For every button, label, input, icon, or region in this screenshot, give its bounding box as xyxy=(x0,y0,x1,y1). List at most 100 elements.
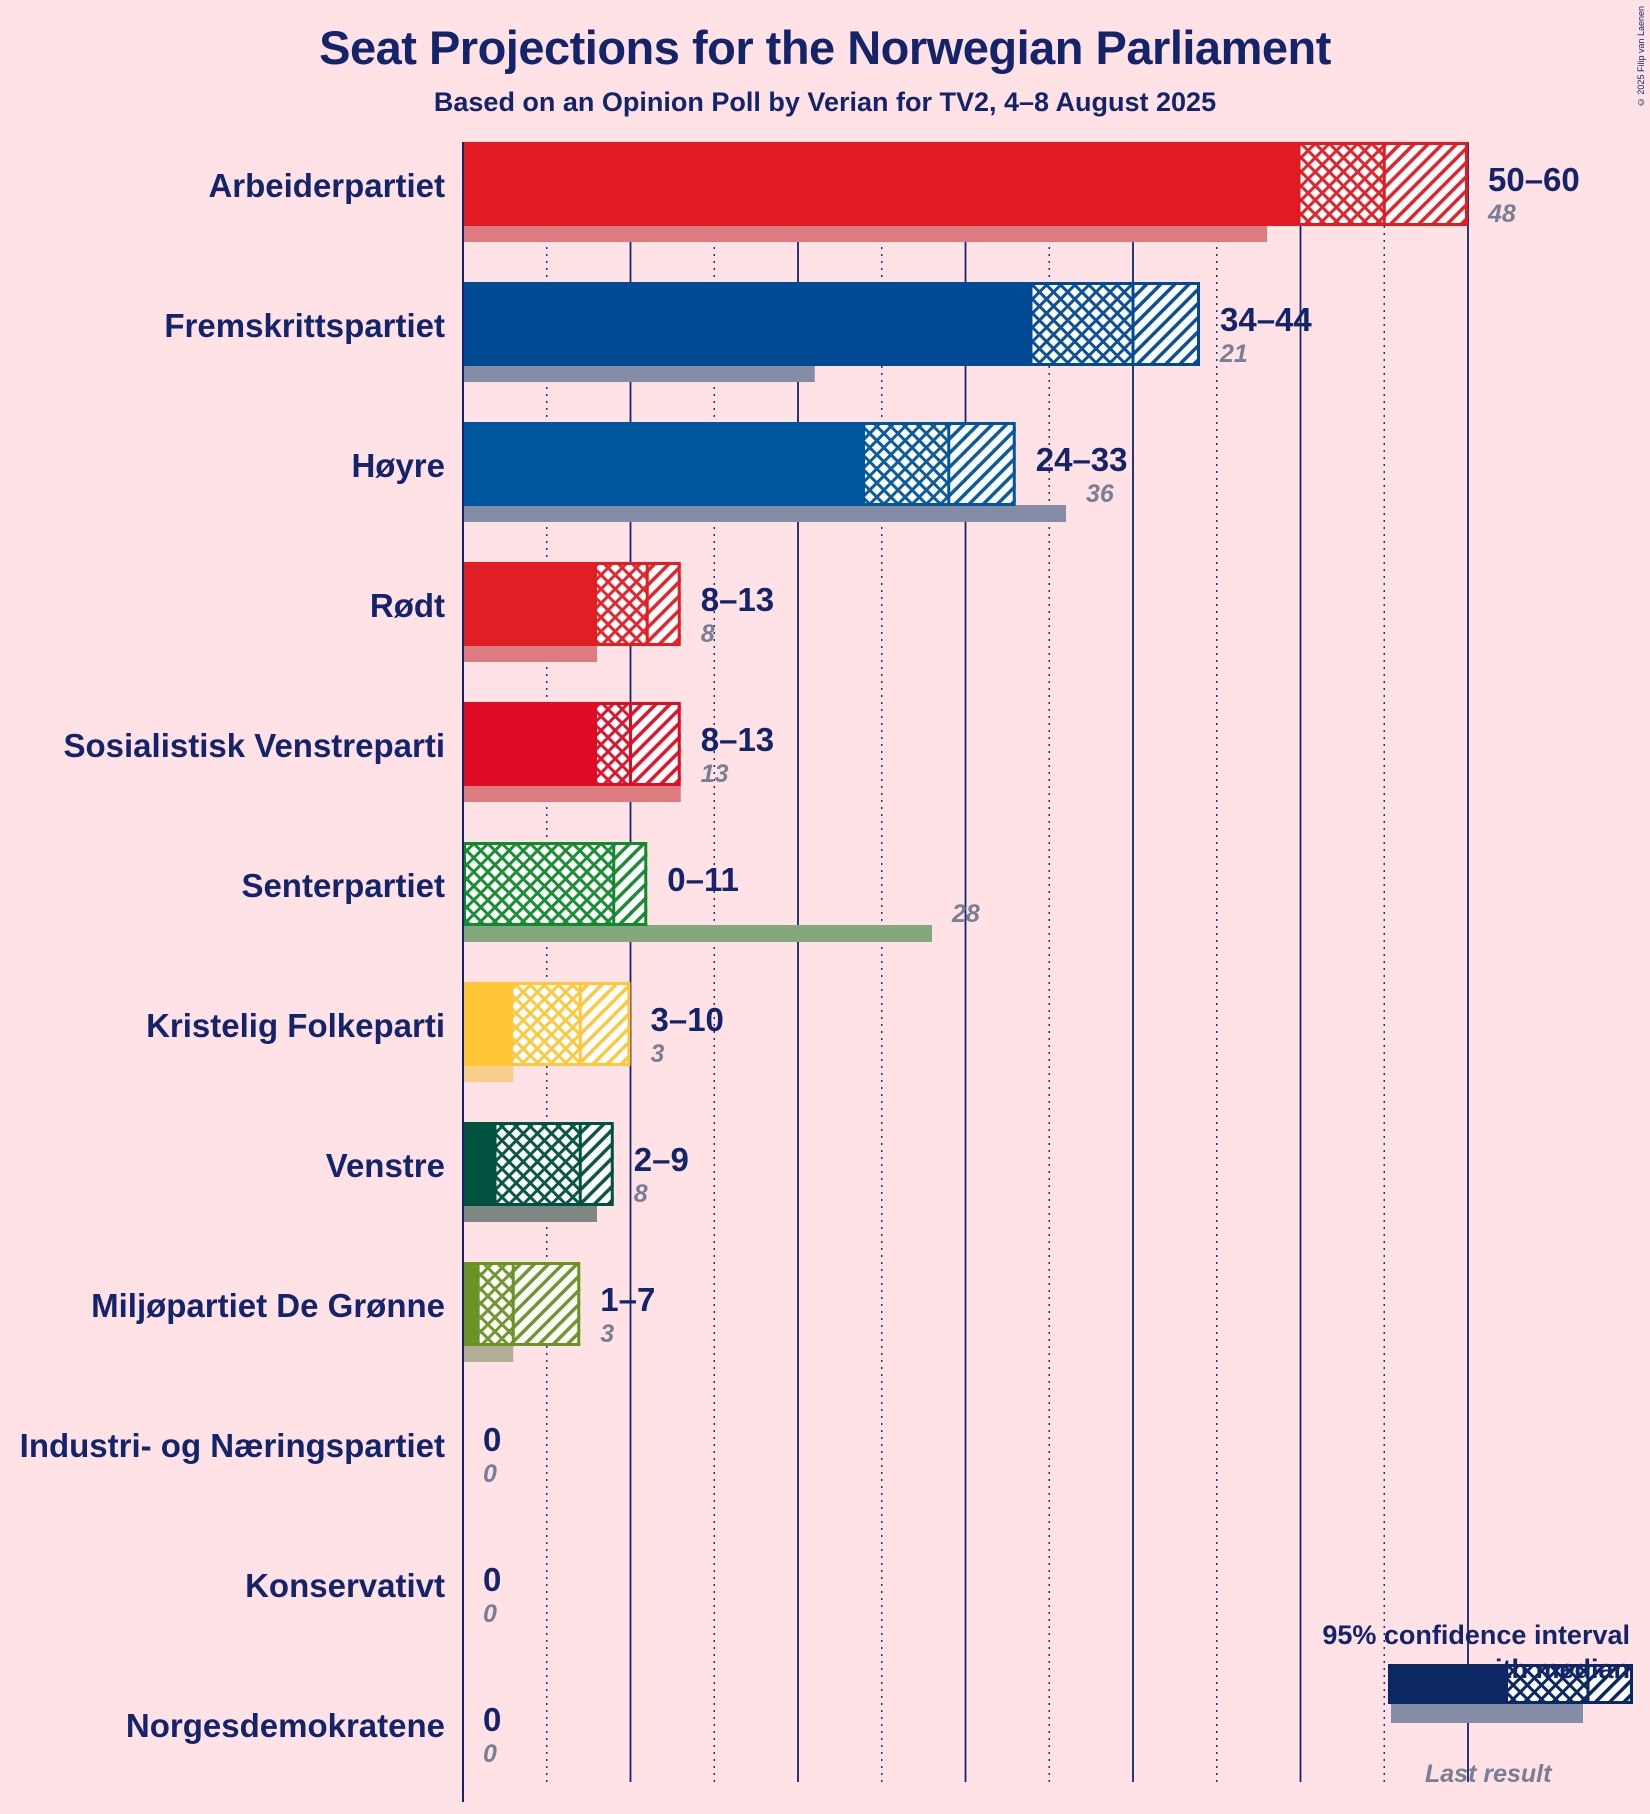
ci-lower-half-bar xyxy=(513,982,581,1066)
ci-solid-bar xyxy=(463,1262,480,1346)
chart-title: Seat Projections for the Norwegian Parli… xyxy=(319,21,1331,74)
ci-lower-half-bar xyxy=(496,1122,581,1206)
range-label-senterpartiet: 0–11 xyxy=(667,861,739,898)
ci-solid-bar xyxy=(463,982,514,1066)
ci-lower-half-bar xyxy=(597,702,631,786)
range-label-rodt: 8–13 xyxy=(701,581,774,618)
ci-outline xyxy=(463,702,681,786)
ci-solid-bar xyxy=(463,1122,497,1206)
last-result-label-rodt: 8 xyxy=(701,620,715,648)
ci-outline xyxy=(463,842,648,926)
ci-lower-half-bar xyxy=(463,842,614,926)
legend-title-line1: 95% confidence interval xyxy=(1322,1620,1630,1650)
range-label-arbeiderpartiet: 50–60 xyxy=(1488,161,1580,198)
ci-lower-half-bar xyxy=(1032,282,1133,366)
ci-lower-half-bar xyxy=(479,1262,514,1346)
party-label-sosialistisk-venstreparti: Sosialistisk Venstreparti xyxy=(63,727,445,764)
ci-lower-half-bar xyxy=(865,422,949,506)
ci-upper-half-bar xyxy=(630,702,681,786)
party-label-arbeiderpartiet: Arbeiderpartiet xyxy=(208,167,445,204)
last-result-bar xyxy=(463,645,597,662)
legend-last-result-bar xyxy=(1391,1704,1583,1723)
last-result-bar xyxy=(463,1065,514,1082)
party-label-senterpartiet: Senterpartiet xyxy=(241,867,445,904)
legend-outline xyxy=(1388,1664,1633,1704)
legend-last-result-label: Last result xyxy=(1425,1760,1552,1788)
legend-hatch-bar xyxy=(1588,1664,1633,1704)
ci-upper-half-bar xyxy=(948,422,1016,506)
last-result-label-arbeiderpartiet: 48 xyxy=(1487,200,1516,228)
range-label-hoyre: 24–33 xyxy=(1036,441,1128,478)
ci-outline xyxy=(463,1262,581,1346)
ci-outline xyxy=(463,282,1200,366)
last-result-label-norgesdemokratene: 0 xyxy=(483,1740,497,1768)
legend-example xyxy=(1388,1664,1633,1723)
last-result-bar xyxy=(463,925,932,942)
party-row-rodt xyxy=(463,562,681,662)
last-result-label-industri-og-naeringspartiet: 0 xyxy=(483,1460,497,1488)
range-label-miljopartiet-de-gronne: 1–7 xyxy=(600,1281,655,1318)
party-label-miljopartiet-de-gronne: Miljøpartiet De Grønne xyxy=(91,1287,445,1324)
last-result-bar xyxy=(463,1345,514,1362)
party-row-arbeiderpartiet xyxy=(463,142,1468,242)
last-result-label-fremskrittspartiet: 21 xyxy=(1219,340,1248,368)
ci-solid-bar xyxy=(463,702,597,786)
legend-title: 95% confidence interval with median xyxy=(1322,1618,1630,1686)
party-row-miljopartiet-de-gronne xyxy=(463,1262,581,1362)
ci-upper-half-bar xyxy=(1384,142,1468,226)
last-result-label-senterpartiet: 28 xyxy=(951,900,980,928)
range-label-kristelig-folkeparti: 3–10 xyxy=(651,1001,724,1038)
last-result-label-sosialistisk-venstreparti: 13 xyxy=(701,760,729,788)
last-result-bar xyxy=(463,1205,597,1222)
last-result-bar xyxy=(463,225,1267,242)
party-row-fremskrittspartiet xyxy=(463,282,1200,382)
ci-solid-bar xyxy=(463,422,865,506)
ci-outline xyxy=(463,982,631,1066)
party-label-rodt: Rødt xyxy=(370,587,445,624)
legend-solid-bar xyxy=(1388,1664,1508,1704)
ci-solid-bar xyxy=(463,562,597,646)
legend-title-line2: with median xyxy=(1473,1654,1630,1684)
range-label-konservativt: 0 xyxy=(483,1561,501,1598)
ci-upper-half-bar xyxy=(513,1262,581,1346)
ci-outline xyxy=(463,142,1468,226)
ci-upper-half-bar xyxy=(613,842,648,926)
last-result-label-kristelig-folkeparti: 3 xyxy=(651,1040,665,1068)
ci-upper-half-bar xyxy=(1133,282,1200,366)
ci-lower-half-bar xyxy=(1300,142,1385,226)
last-result-label-hoyre: 36 xyxy=(1086,480,1115,508)
range-label-industri-og-naeringspartiet: 0 xyxy=(483,1421,501,1458)
last-result-label-venstre: 8 xyxy=(634,1180,648,1208)
ci-outline xyxy=(463,422,1016,506)
party-label-industri-og-naeringspartiet: Industri- og Næringspartiet xyxy=(20,1427,445,1464)
ci-outline xyxy=(463,562,681,646)
ci-solid-bar xyxy=(463,142,1301,226)
range-label-fremskrittspartiet: 34–44 xyxy=(1220,301,1312,338)
last-result-bar xyxy=(463,365,815,382)
last-result-label-konservativt: 0 xyxy=(483,1600,497,1628)
party-row-sosialistisk-venstreparti xyxy=(463,702,681,802)
last-result-bar xyxy=(463,505,1066,522)
party-label-konservativt: Konservativt xyxy=(245,1567,445,1604)
party-label-fremskrittspartiet: Fremskrittspartiet xyxy=(164,307,445,344)
ci-upper-half-bar xyxy=(580,982,631,1066)
legend-cross-bar xyxy=(1508,1664,1588,1704)
range-label-venstre: 2–9 xyxy=(634,1141,689,1178)
party-label-venstre: Venstre xyxy=(326,1147,445,1184)
range-label-norgesdemokratene: 0 xyxy=(483,1701,501,1738)
party-row-senterpartiet xyxy=(463,842,932,942)
party-label-norgesdemokratene: Norgesdemokratene xyxy=(126,1707,445,1744)
ci-solid-bar xyxy=(463,282,1033,366)
range-label-sosialistisk-venstreparti: 8–13 xyxy=(701,721,774,758)
chart-subtitle: Based on an Opinion Poll by Verian for T… xyxy=(433,87,1217,117)
bars xyxy=(462,142,1633,1802)
party-label-hoyre: Høyre xyxy=(351,447,445,484)
last-result-label-miljopartiet-de-gronne: 3 xyxy=(600,1320,614,1348)
party-label-kristelig-folkeparti: Kristelig Folkeparti xyxy=(146,1007,445,1044)
party-row-venstre xyxy=(463,1122,614,1222)
ci-upper-half-bar xyxy=(647,562,681,646)
party-row-hoyre xyxy=(463,422,1066,522)
ci-upper-half-bar xyxy=(580,1122,614,1206)
ci-lower-half-bar xyxy=(597,562,648,646)
